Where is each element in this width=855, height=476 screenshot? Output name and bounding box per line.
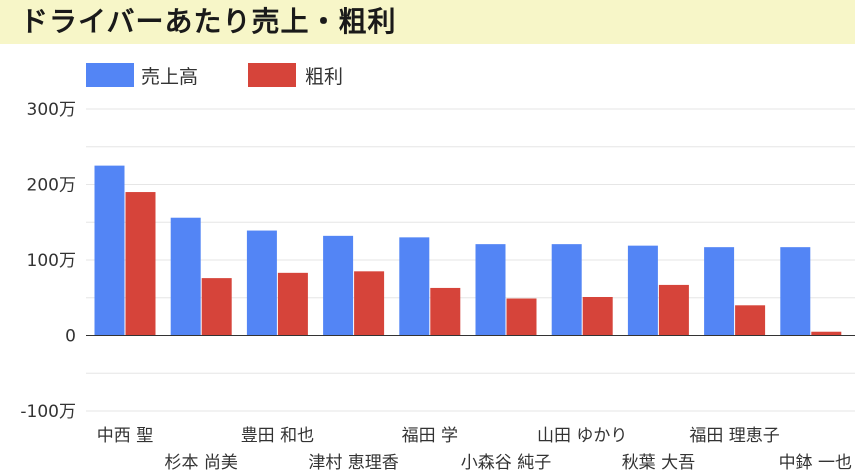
y-tick-label: 200万 <box>27 176 76 196</box>
x-category-label: 秋葉 大吾 <box>622 453 695 473</box>
x-category-label: 山田 ゆかり <box>537 426 627 446</box>
legend: 売上高 粗利 <box>86 63 343 88</box>
sales-bar <box>246 230 277 336</box>
title-band: ドライバーあたり売上・粗利 <box>0 0 855 44</box>
profit-bar <box>735 305 766 336</box>
legend-swatch-profit <box>248 63 296 87</box>
y-tick-label: 100万 <box>27 251 76 271</box>
legend-swatch-sales <box>86 63 134 87</box>
x-category-label: 津村 恵理香 <box>308 453 398 473</box>
bars <box>94 165 842 336</box>
y-tick-label: 0 <box>65 327 76 347</box>
sales-bar <box>475 244 506 336</box>
legend-label-sales: 売上高 <box>141 66 198 88</box>
sales-bar <box>170 217 201 336</box>
profit-bar <box>125 192 156 336</box>
profit-bar <box>201 278 232 336</box>
y-tick-label: 300万 <box>27 100 76 120</box>
chart-title: ドライバーあたり売上・粗利 <box>20 5 397 38</box>
profit-bar <box>354 271 385 336</box>
profit-bar <box>430 287 461 336</box>
x-category-label: 中西 聖 <box>97 426 153 446</box>
x-category-label: 福田 理恵子 <box>689 426 779 446</box>
legend-label-profit: 粗利 <box>305 66 343 88</box>
x-category-label: 豊田 和也 <box>241 426 314 446</box>
y-axis-labels: -100万 0 100万 200万 300万 <box>20 100 76 422</box>
x-category-label: 小森谷 純子 <box>461 453 551 473</box>
x-category-label: 中鉢 一也 <box>779 453 852 473</box>
sales-bar <box>323 235 354 336</box>
profit-bar <box>582 296 613 336</box>
profit-bar <box>277 272 308 336</box>
sales-bar <box>780 247 811 336</box>
profit-bar <box>506 298 537 336</box>
sales-bar <box>94 165 125 336</box>
y-tick-label: -100万 <box>20 402 76 422</box>
x-category-label: 福田 学 <box>402 426 458 446</box>
gridlines <box>86 108 855 412</box>
sales-bar <box>704 247 735 336</box>
x-category-label: 杉本 尚美 <box>164 453 237 473</box>
profit-bar <box>811 331 842 336</box>
sales-bar <box>551 244 582 336</box>
profit-bar <box>658 284 689 336</box>
sales-bar <box>627 245 658 336</box>
sales-bar <box>399 237 430 336</box>
